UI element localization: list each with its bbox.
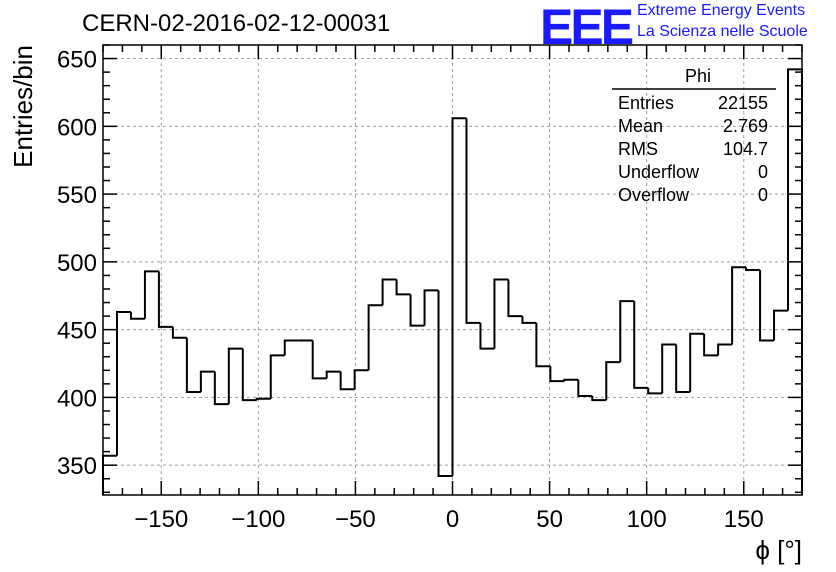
x-tick-label: 100 [627, 506, 667, 533]
stats-value: 104.7 [723, 139, 768, 159]
y-tick-label: 350 [57, 453, 97, 480]
histogram-bin [745, 267, 761, 271]
stats-label: RMS [618, 139, 658, 159]
histogram-bin [507, 279, 523, 318]
histogram-bin [339, 371, 355, 391]
histogram-bin [395, 279, 411, 296]
histogram-bin [437, 290, 453, 478]
histogram-bin [521, 316, 537, 324]
histogram-bin [227, 347, 243, 405]
stats-value: 0 [758, 185, 768, 205]
histogram-bin [115, 311, 131, 456]
x-axis: −150 −100 −50 0 50 100 150 [102, 45, 803, 533]
stats-label: Underflow [618, 162, 700, 182]
histogram-bin [311, 340, 327, 380]
x-tick-label: 50 [536, 506, 563, 533]
x-tick-label: −150 [134, 506, 188, 533]
histogram-bin [213, 371, 229, 406]
y-axis-title: Entries/bin [8, 45, 38, 168]
histogram-bin [367, 304, 383, 371]
histogram-bin [577, 379, 593, 398]
histogram-bin [185, 337, 201, 393]
y-axis: 350 400 450 500 550 600 650 [57, 44, 802, 494]
stats-value: 2.769 [723, 116, 768, 136]
stats-box: Phi Entries 22155 Mean 2.769 RMS 104.7 Underfl… [612, 66, 776, 205]
histogram-bin [535, 322, 551, 368]
x-tick-label: 150 [724, 506, 764, 533]
x-tick-label: −100 [231, 506, 285, 533]
histogram-bin [353, 369, 369, 390]
stats-label: Mean [618, 116, 663, 136]
eee-logo: EEE [540, 0, 634, 55]
histogram-bin [675, 344, 691, 393]
histogram-bin [549, 366, 565, 383]
histogram-bin [199, 370, 215, 392]
y-tick-label: 600 [57, 114, 97, 141]
histogram-bin [102, 454, 117, 495]
x-tick-label: −50 [335, 506, 376, 533]
histogram-bin [269, 354, 285, 399]
logo-text-line1: Extreme Energy Events [637, 2, 806, 19]
histogram-bin [689, 332, 705, 392]
histogram-bin [591, 396, 607, 402]
chart-title: CERN-02-2016-02-12-00031 [82, 10, 391, 37]
histogram-bin [465, 118, 481, 324]
stats-value: 22155 [718, 93, 768, 113]
histogram-bin [283, 339, 299, 356]
histogram-bin [703, 333, 719, 357]
histogram-bin [381, 278, 397, 306]
histogram-bin [479, 322, 495, 350]
stats-label: Overflow [618, 185, 690, 205]
histogram-bin [661, 343, 677, 394]
histogram-bin [143, 270, 159, 319]
histogram-bin [633, 301, 649, 389]
histogram-bin [171, 326, 187, 339]
histogram-bin [605, 361, 621, 401]
logo-text-line2: La Scienza nelle Scuole [637, 23, 808, 40]
histogram-bin [647, 387, 663, 395]
y-tick-label: 450 [57, 318, 97, 345]
stats-label: Entries [618, 93, 674, 113]
y-tick-label: 550 [57, 182, 97, 209]
histogram-bin [423, 289, 439, 326]
histogram-bin [129, 312, 145, 320]
y-tick-label: 650 [57, 47, 97, 74]
histogram-bin [409, 294, 425, 327]
y-tick-label: 400 [57, 385, 97, 412]
histogram-bin [759, 270, 775, 342]
x-axis-title: ϕ [°] [755, 535, 802, 565]
histogram-bin [493, 278, 509, 349]
stats-value: 0 [758, 162, 768, 182]
histogram-bin [325, 370, 341, 379]
histogram-bin [255, 397, 271, 401]
x-tick-label: 0 [446, 506, 459, 533]
histogram-bin [241, 348, 257, 402]
histogram-bin [563, 378, 579, 382]
histogram-bars [102, 68, 803, 495]
histogram-bin [731, 266, 747, 345]
histogram-bin [717, 343, 733, 356]
histogram-bin [787, 68, 803, 495]
histogram-bin [773, 309, 789, 341]
histogram-bin [451, 117, 467, 477]
histogram-bin [157, 271, 173, 328]
histogram-bin [619, 300, 635, 363]
stats-box-title: Phi [685, 66, 711, 86]
y-tick-label: 500 [57, 250, 97, 277]
